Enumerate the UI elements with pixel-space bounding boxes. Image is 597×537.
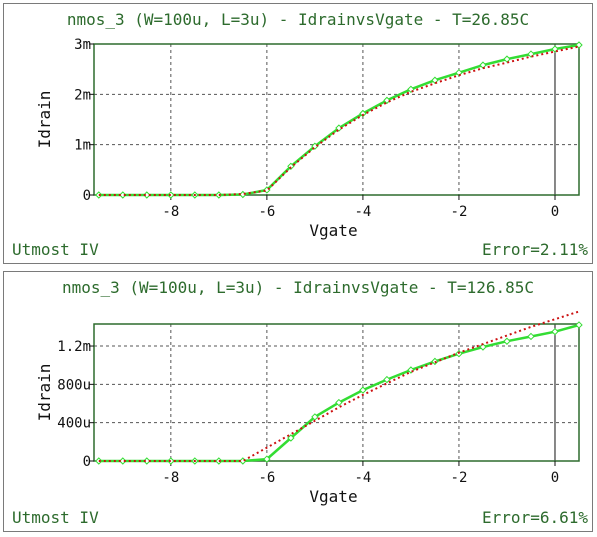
measured-data-point [263,455,271,463]
chart-panel-1: nmos_3 (W=100u, L=3u) - IdrainvsVgate - … [3,3,593,264]
y-tick-label: 3m [74,37,91,53]
measured-data-point [527,332,535,341]
measured-data-point [383,96,391,105]
plot-frame [93,323,580,462]
measured-data-point [167,191,175,199]
chart-panel-2: nmos_3 (W=100u, L=3u) - IdrainvsVgate - … [3,271,593,532]
y-axis-label: Idrain [35,364,54,422]
chart-title-2: nmos_3 (W=100u, L=3u) - IdrainvsVgate - … [61,278,534,297]
x-axis-label: Vgate [309,487,357,506]
x-tick-label: 0 [551,470,559,486]
plot-area-2: -8 -6 -4 -2 0 0 400u 800u 1.2m Vgate Idrain [35,310,583,506]
y-tick-label: 0 [83,188,91,204]
measured-data-point [503,337,511,345]
plot-frame [93,43,580,196]
measured-data-point [383,375,391,384]
x-tick-label: -8 [162,470,179,486]
y-tick-label: 400u [57,416,91,432]
measured-data-point [503,55,511,63]
x-tick-label: -6 [258,204,275,220]
y-tick-label: 800u [57,377,91,393]
x-tick-label: -4 [354,470,371,486]
measured-data-point [551,327,559,336]
model-label-1: Utmost IV [12,240,99,259]
measured-data-point [359,109,367,118]
y-tick-label: 1m [74,138,91,154]
error-label-2: Error=6.61% [482,508,588,527]
measured-data-point [287,434,295,442]
x-axis-label: Vgate [309,221,357,240]
model-label-2: Utmost IV [12,508,99,527]
measured-data-point [575,321,583,329]
x-tick-label: -2 [451,470,468,486]
x-tick-label: -4 [354,204,371,220]
measured-data-point [167,457,175,465]
error-label-1: Error=2.11% [482,240,588,259]
measured-data-point [479,343,487,351]
y-axis-label: Idrain [35,91,54,149]
y-tick-label: 0 [83,454,91,470]
x-tick-label: -6 [258,470,275,486]
measured-data-point [335,398,343,407]
y-tick-label: 2m [74,87,91,103]
measured-data-point [575,41,583,49]
plot-area-1: -8 -6 -4 -2 0 0 1m 2m 3m Vgate Idrain [35,37,583,240]
x-tick-label: -8 [162,204,179,220]
chart-title-1: nmos_3 (W=100u, L=3u) - IdrainvsVgate - … [66,10,530,29]
simulated-series-line [98,45,580,196]
x-tick-label: 0 [551,204,559,220]
simulated-series-line [98,310,580,462]
x-tick-label: -2 [451,204,468,220]
measured-data-point [359,386,367,394]
y-tick-label: 1.2m [57,339,91,355]
